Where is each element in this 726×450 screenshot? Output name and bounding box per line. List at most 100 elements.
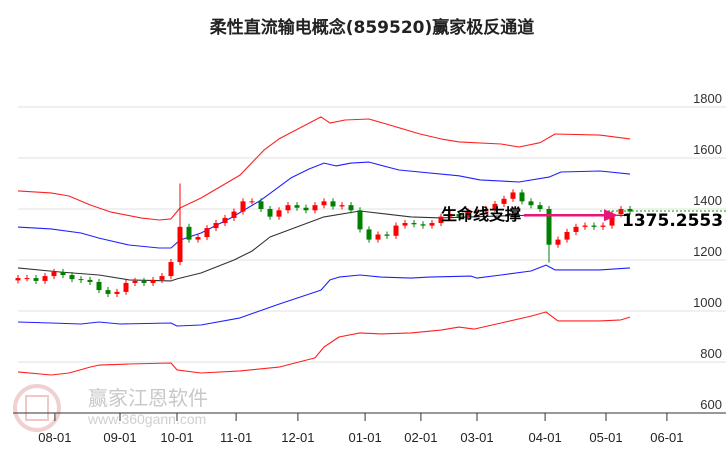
candle-body xyxy=(96,281,102,291)
candle-body xyxy=(510,192,516,199)
y-tick-label: 1600 xyxy=(693,142,722,157)
candle-body xyxy=(249,201,255,203)
candle xyxy=(87,276,93,285)
candle-body xyxy=(78,279,84,281)
candle xyxy=(303,204,309,214)
candle-body xyxy=(456,214,462,217)
x-tick-label: 06-01 xyxy=(650,430,683,445)
line-lifeline xyxy=(17,210,631,282)
candle xyxy=(465,208,471,220)
candle xyxy=(231,208,237,221)
x-tick-label: 05-01 xyxy=(589,430,622,445)
candle xyxy=(204,225,210,241)
x-tick-label: 03-01 xyxy=(460,430,493,445)
candle-body xyxy=(537,205,543,209)
watermark: 赢家江恩软件 www.360gann.com xyxy=(13,384,208,432)
candle xyxy=(456,211,462,220)
candle xyxy=(591,222,597,230)
candle xyxy=(537,202,543,213)
candle-body xyxy=(519,192,525,202)
candle-body xyxy=(600,225,606,227)
candle-body xyxy=(357,210,363,230)
candle xyxy=(411,219,417,228)
y-tick-label: 1200 xyxy=(693,244,722,259)
candle-body xyxy=(375,234,381,240)
line-lower-outer xyxy=(17,311,631,376)
candle xyxy=(312,202,318,214)
y-tick-label: 600 xyxy=(700,397,722,412)
candle-body xyxy=(15,278,21,281)
x-tick-label: 10-01 xyxy=(160,430,193,445)
channel-lines xyxy=(17,116,631,376)
candle xyxy=(510,189,516,202)
candle xyxy=(33,275,39,284)
candle xyxy=(51,268,57,280)
candle xyxy=(600,222,606,230)
candle-body xyxy=(294,205,300,208)
candle-body xyxy=(312,205,318,211)
candle-body xyxy=(204,228,210,238)
candle-body xyxy=(213,223,219,229)
candle xyxy=(69,271,75,283)
candle xyxy=(258,198,264,213)
candle xyxy=(555,236,561,248)
candle xyxy=(438,213,444,227)
candle xyxy=(384,231,390,239)
candle xyxy=(402,219,408,229)
candle-body xyxy=(564,231,570,240)
candle xyxy=(375,231,381,243)
y-tick-label: 1400 xyxy=(693,193,722,208)
line-lower-inner xyxy=(17,264,631,327)
candle xyxy=(627,205,633,215)
candle-body xyxy=(528,201,534,206)
candle-body xyxy=(627,209,633,212)
annotation: 生命线支撑 1375.2553 xyxy=(441,205,726,231)
candle xyxy=(267,205,273,220)
candle xyxy=(114,288,120,297)
candle-body xyxy=(276,210,282,217)
candle-body xyxy=(483,209,489,212)
candle-body xyxy=(195,237,201,240)
candle xyxy=(78,276,84,283)
candle-body xyxy=(24,278,30,280)
candle xyxy=(483,205,489,215)
candle xyxy=(60,268,66,279)
candle xyxy=(177,183,183,266)
watermark-brand: 赢家江恩软件 xyxy=(88,386,208,410)
candle xyxy=(573,223,579,236)
candle xyxy=(222,214,228,227)
chart-title: 柔性直流输电概念(859520)赢家极反通道 xyxy=(210,17,535,38)
candle-body xyxy=(150,279,156,283)
candle xyxy=(393,222,399,239)
candle-body xyxy=(411,223,417,225)
candle xyxy=(294,202,300,211)
candle-body xyxy=(447,214,453,217)
candle xyxy=(96,278,102,294)
candle-body xyxy=(321,201,327,206)
x-tick-label: 08-01 xyxy=(38,430,71,445)
y-tick-label: 800 xyxy=(700,346,722,361)
candle xyxy=(501,195,507,207)
candle xyxy=(249,198,255,205)
candle-body xyxy=(555,239,561,245)
candle xyxy=(159,273,165,283)
gridlines: 1800 1600 1400 1200 1000 800 600 xyxy=(18,91,726,412)
candle xyxy=(348,202,354,214)
candle-body xyxy=(618,209,624,215)
candle xyxy=(420,221,426,229)
candle xyxy=(582,222,588,230)
candle-body xyxy=(474,211,480,213)
candle xyxy=(186,223,192,243)
candle xyxy=(141,277,147,287)
candle-body xyxy=(582,225,588,227)
candle xyxy=(330,198,336,210)
candle-body xyxy=(303,207,309,211)
candle xyxy=(42,273,48,284)
candle xyxy=(123,279,129,295)
candle xyxy=(105,287,111,297)
line-upper-inner xyxy=(17,161,631,249)
candle-body xyxy=(177,226,183,263)
candle xyxy=(321,198,327,209)
arrow-head xyxy=(604,209,618,222)
